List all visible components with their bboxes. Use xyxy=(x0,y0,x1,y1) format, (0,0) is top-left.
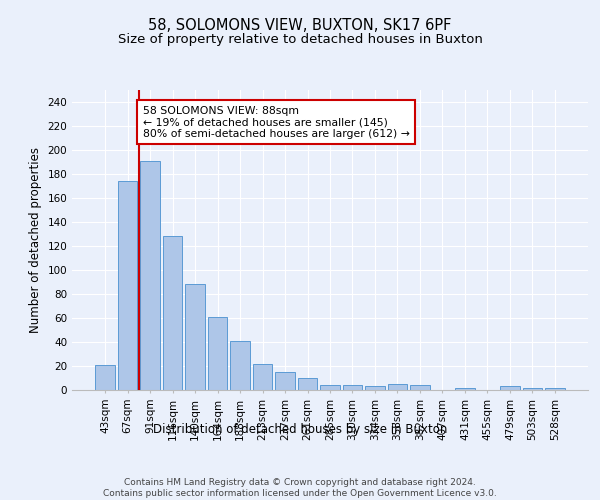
Bar xyxy=(365,386,385,390)
Bar xyxy=(545,388,565,390)
Bar xyxy=(163,236,182,390)
Text: 58, SOLOMONS VIEW, BUXTON, SK17 6PF: 58, SOLOMONS VIEW, BUXTON, SK17 6PF xyxy=(148,18,452,32)
Text: Size of property relative to detached houses in Buxton: Size of property relative to detached ho… xyxy=(118,32,482,46)
Y-axis label: Number of detached properties: Number of detached properties xyxy=(29,147,42,333)
Bar xyxy=(253,364,272,390)
Bar xyxy=(95,365,115,390)
Bar xyxy=(185,284,205,390)
Text: Contains HM Land Registry data © Crown copyright and database right 2024.
Contai: Contains HM Land Registry data © Crown c… xyxy=(103,478,497,498)
Bar xyxy=(140,161,160,390)
Bar xyxy=(455,388,475,390)
Bar xyxy=(410,385,430,390)
Bar xyxy=(388,384,407,390)
Text: Distribution of detached houses by size in Buxton: Distribution of detached houses by size … xyxy=(153,422,447,436)
Bar xyxy=(298,378,317,390)
Bar xyxy=(118,181,137,390)
Bar xyxy=(343,385,362,390)
Bar xyxy=(230,341,250,390)
Bar xyxy=(275,372,295,390)
Bar xyxy=(500,386,520,390)
Bar xyxy=(320,385,340,390)
Bar xyxy=(523,388,542,390)
Bar xyxy=(208,317,227,390)
Text: 58 SOLOMONS VIEW: 88sqm
← 19% of detached houses are smaller (145)
80% of semi-d: 58 SOLOMONS VIEW: 88sqm ← 19% of detache… xyxy=(143,106,410,139)
